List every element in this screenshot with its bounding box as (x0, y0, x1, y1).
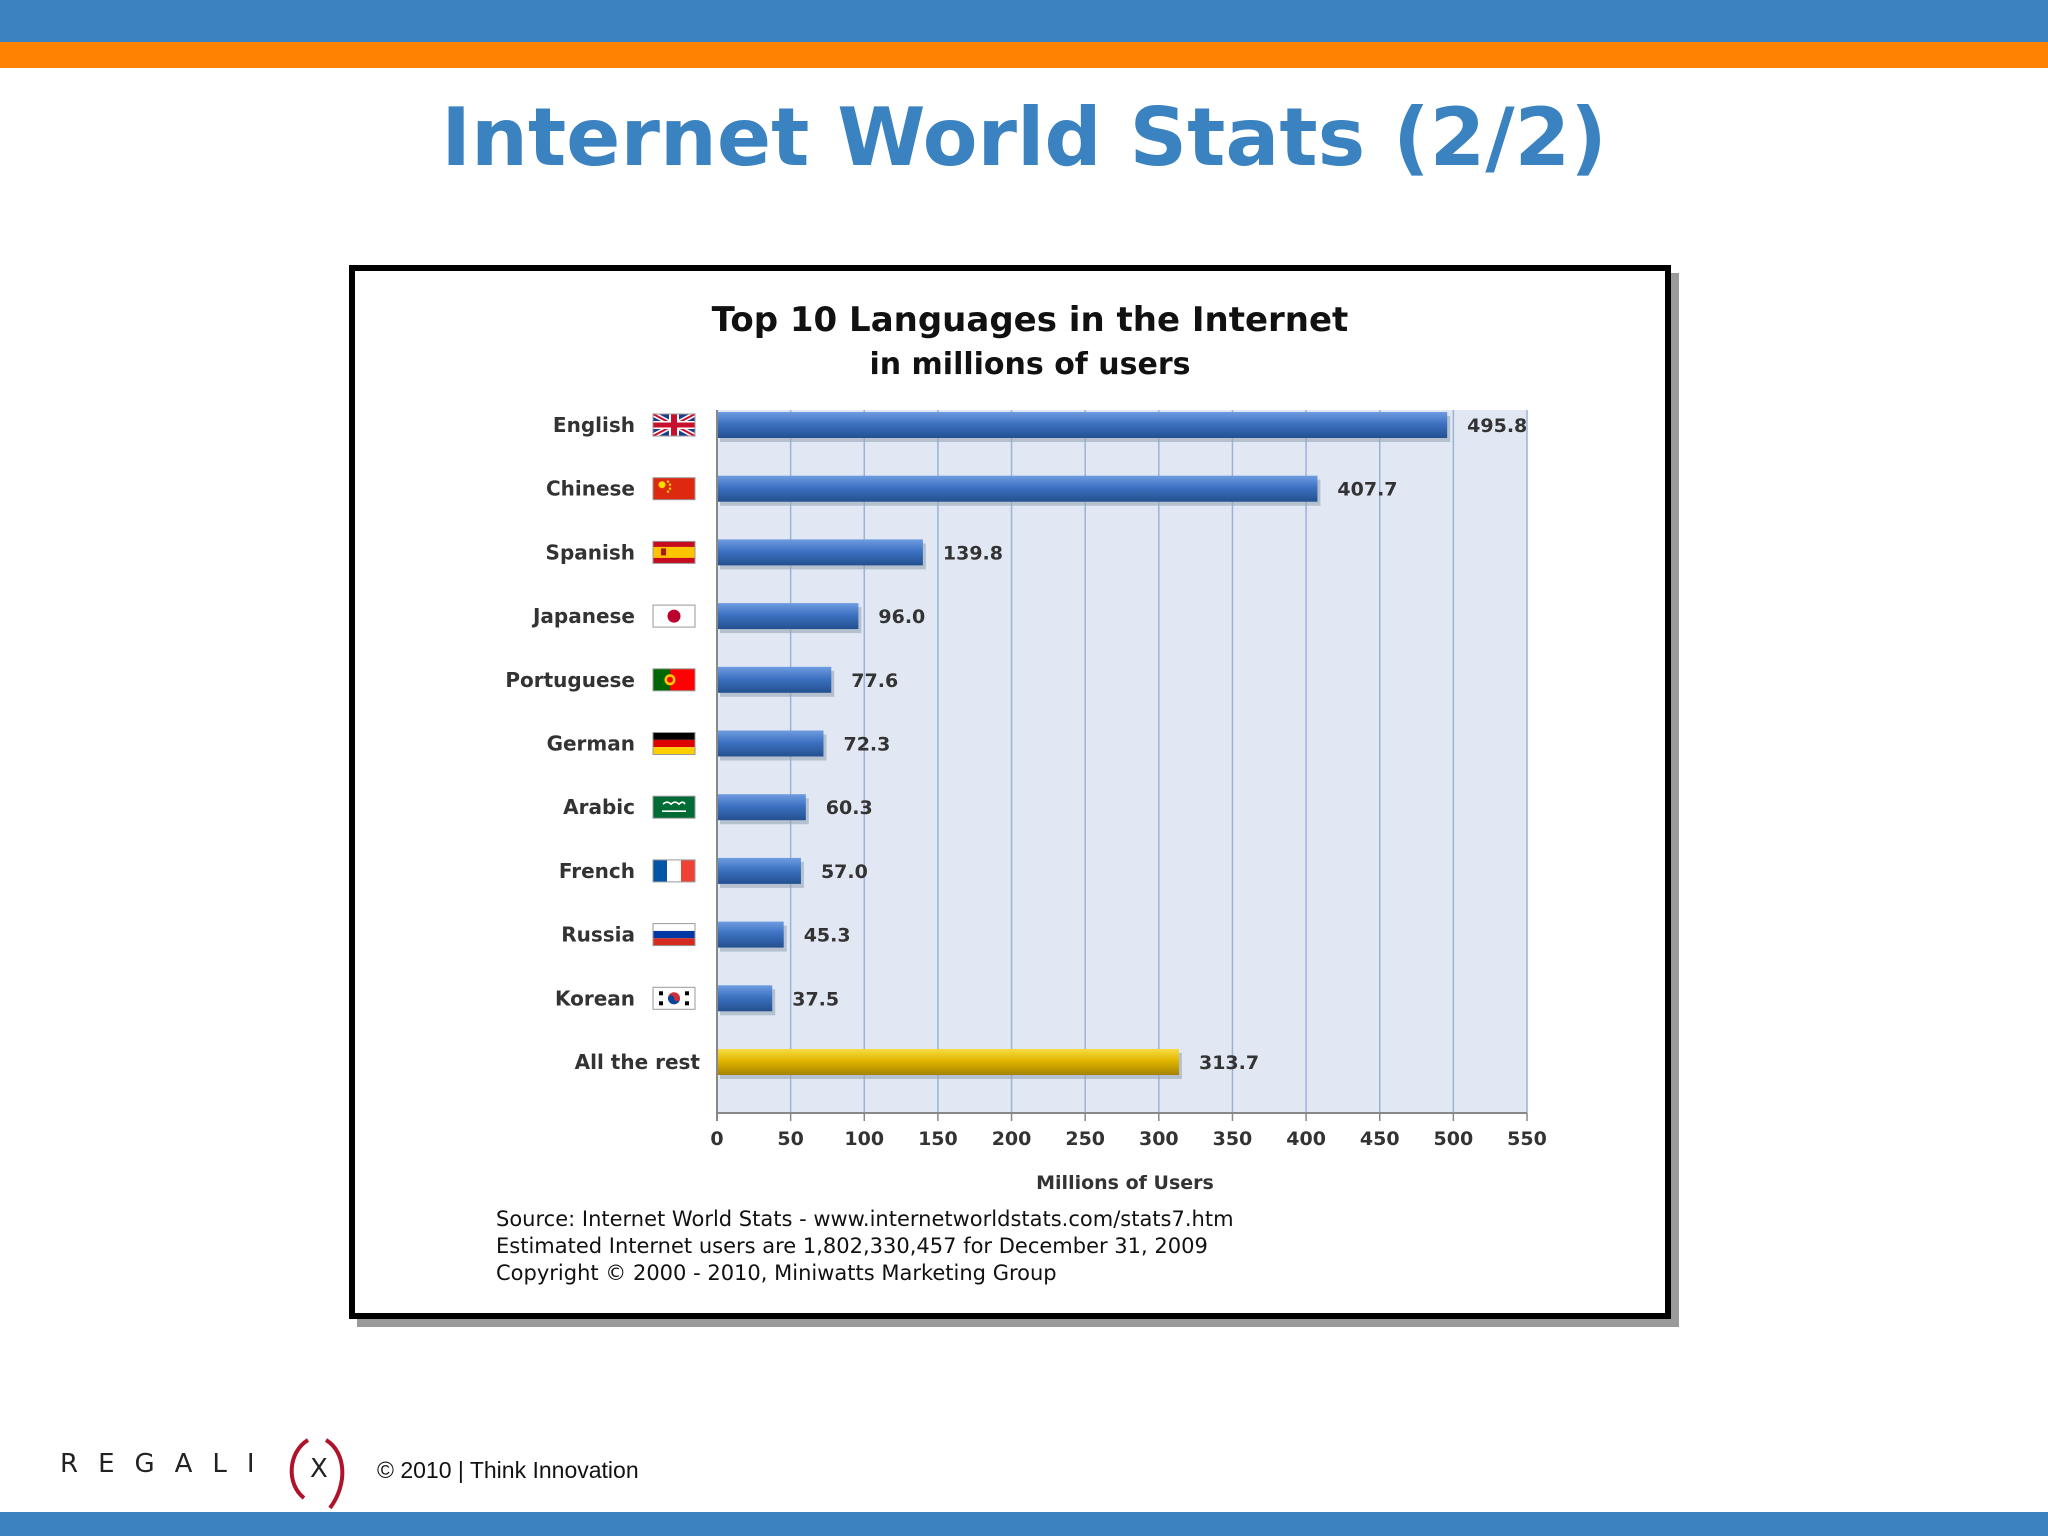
x-tick-label: 100 (844, 1128, 884, 1150)
bar (717, 730, 824, 757)
data-label: 45.3 (804, 925, 851, 947)
svg-text:X: X (310, 1454, 328, 1484)
category-label: English (553, 413, 635, 437)
china-flag-icon (652, 477, 696, 501)
spain-flag-icon (652, 540, 696, 564)
category-label: Korean (555, 986, 635, 1010)
top-band (0, 0, 2048, 42)
category-label: Portuguese (505, 668, 635, 692)
korea-flag-icon (652, 986, 696, 1010)
data-label: 139.8 (943, 542, 1003, 564)
plot-area (717, 410, 1527, 1113)
source-line: Source: Internet World Stats - www.inter… (496, 1207, 1234, 1231)
chart-title: Top 10 Languages in the Internet (712, 300, 1349, 340)
slide-title: Internet World Stats (2/2) (441, 91, 1607, 184)
data-label: 60.3 (826, 797, 873, 819)
category-label: Chinese (546, 477, 635, 501)
bottom-band (0, 1512, 2048, 1536)
x-tick-label: 500 (1434, 1128, 1474, 1150)
bar (717, 857, 801, 884)
x-tick-label: 200 (992, 1128, 1032, 1150)
bar (717, 985, 773, 1012)
category-label: All the rest (575, 1050, 701, 1074)
x-tick-label: 0 (710, 1128, 723, 1150)
category-label: Spanish (546, 540, 635, 564)
svg-text:REGALI: REGALI (60, 1449, 275, 1479)
bar-chart: Top 10 Languages in the Internet in mill… (505, 300, 1547, 1194)
data-label: 407.7 (1337, 479, 1397, 501)
data-label: 57.0 (821, 861, 868, 883)
data-label: 313.7 (1199, 1052, 1259, 1074)
chart-frame: Top 10 Languages in the Internet in mill… (349, 265, 1671, 1319)
bar (717, 603, 859, 630)
x-tick-label: 250 (1065, 1128, 1105, 1150)
x-tick-label: 300 (1139, 1128, 1179, 1150)
axes: 0 50 100 150 200 250 300 350 400 450 500 550 (710, 410, 1547, 1150)
category-label: Arabic (563, 795, 635, 819)
category-label: Russia (561, 923, 635, 947)
category-label: Japanese (531, 604, 635, 628)
regalix-logo: REGALI X (60, 1438, 345, 1510)
category-label: German (547, 732, 635, 756)
uk-flag-icon (651, 411, 697, 439)
data-label: 96.0 (878, 606, 925, 628)
bar (717, 475, 1318, 502)
bar (717, 921, 784, 948)
france-flag-icon (652, 859, 696, 883)
data-label: 37.5 (792, 988, 839, 1010)
x-tick-label: 50 (777, 1128, 803, 1150)
chart-subtitle: in millions of users (869, 347, 1190, 382)
data-label: 495.8 (1467, 415, 1527, 437)
germany-flag-icon (652, 732, 696, 755)
gridlines (716, 410, 1528, 1113)
x-tick-label: 150 (918, 1128, 958, 1150)
copyright-line: Copyright © 2000 - 2010, Miniwatts Marke… (496, 1261, 1057, 1285)
portugal-flag-icon (652, 668, 696, 692)
bar (717, 1049, 1179, 1075)
saudi-arabia-flag-icon (652, 795, 696, 819)
x-tick-label: 400 (1286, 1128, 1326, 1150)
bar (717, 666, 832, 693)
russia-flag-icon (652, 923, 696, 947)
japan-flag-icon (652, 604, 696, 628)
source-notes: Source: Internet World Stats - www.inter… (496, 1206, 1234, 1287)
data-label: 77.6 (851, 670, 898, 692)
top-accent-stripe (0, 42, 2048, 68)
bar (717, 794, 806, 821)
category-label: French (559, 859, 635, 883)
x-tick-label: 350 (1213, 1128, 1253, 1150)
data-label: 72.3 (843, 734, 890, 756)
bar (717, 539, 923, 566)
x-tick-label: 450 (1360, 1128, 1400, 1150)
footer-copyright: © 2010 | Think Innovation (377, 1457, 639, 1483)
bar (717, 412, 1448, 438)
estimate-line: Estimated Internet users are 1,802,330,4… (496, 1234, 1208, 1258)
x-axis-label: Millions of Users (1036, 1172, 1214, 1194)
x-tick-label: 550 (1507, 1128, 1547, 1150)
bars: English 495.8 Chinese 407.7 Spanish 139.8 Japa… (505, 411, 1527, 1079)
